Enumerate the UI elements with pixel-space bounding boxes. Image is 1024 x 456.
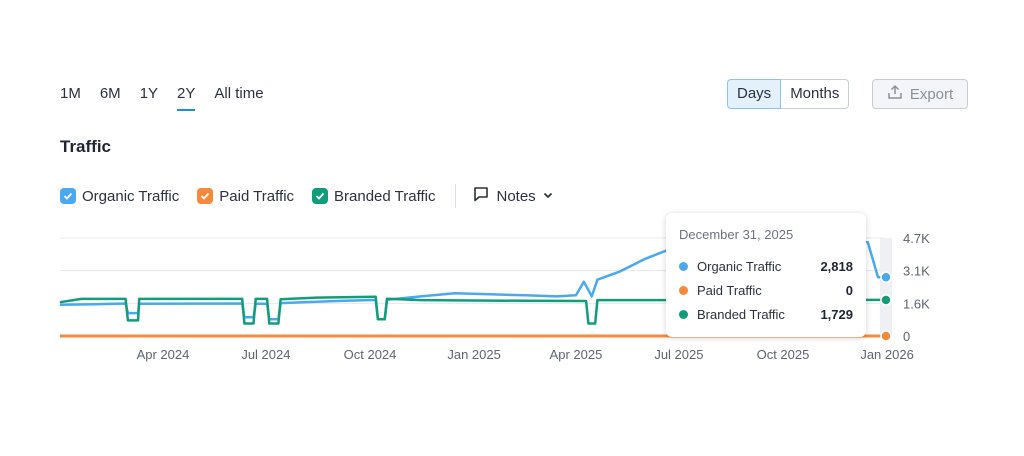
tooltip-row-branded: Branded Traffic 1,729	[679, 302, 853, 326]
granularity-toggle: Days Months	[727, 79, 850, 109]
legend-organic-traffic[interactable]: Organic Traffic	[60, 188, 179, 205]
tooltip-row-organic: Organic Traffic 2,818	[679, 254, 853, 278]
legend-branded-label: Branded Traffic	[334, 187, 436, 205]
tooltip-branded-value: 1,729	[820, 306, 853, 322]
y-tick-label: 3.1K	[903, 264, 930, 279]
x-tick-label: Oct 2024	[344, 347, 397, 362]
export-icon	[887, 84, 903, 104]
hover-point-organic-traffic	[880, 271, 892, 283]
export-label: Export	[909, 85, 954, 103]
x-tick-label: Jul 2025	[654, 347, 703, 362]
x-tick-label: Apr 2025	[550, 347, 603, 362]
hover-band	[879, 238, 892, 336]
branded-dot-icon	[679, 309, 688, 319]
paid-checkbox-icon	[197, 188, 214, 204]
tooltip-paid-value: 0	[845, 282, 853, 298]
legend-paid-label: Paid Traffic	[219, 187, 295, 205]
days-button[interactable]: Days	[727, 79, 782, 109]
notes-label: Notes	[496, 187, 536, 205]
months-button[interactable]: Months	[781, 79, 850, 109]
series-line-branded-traffic	[59, 295, 886, 325]
y-tick-label: 4.7K	[903, 231, 930, 246]
x-tick-label: Jan 2026	[860, 347, 914, 362]
legend-branded-traffic[interactable]: Branded Traffic	[312, 188, 435, 205]
range-tab-1y[interactable]: 1Y	[139, 85, 159, 102]
organic-dot-icon	[679, 261, 688, 271]
legend-paid-traffic[interactable]: Paid Traffic	[197, 188, 294, 205]
tooltip-branded-name: Branded Traffic	[697, 306, 785, 322]
chart-title: Traffic	[60, 137, 112, 156]
x-tick-label: Jul 2024	[241, 347, 290, 362]
x-tick-label: Apr 2024	[137, 347, 190, 362]
range-tabs: 1M 6M 1Y 2Y All time	[60, 84, 283, 111]
branded-checkbox-icon	[312, 188, 329, 204]
organic-checkbox-icon	[60, 188, 76, 204]
y-tick-label: 0	[903, 329, 910, 344]
hover-point-paid-traffic	[880, 330, 892, 342]
range-tab-all-time[interactable]: All time	[214, 85, 264, 102]
legend-divider	[455, 184, 457, 208]
paid-dot-icon	[679, 285, 688, 295]
comment-icon	[472, 185, 490, 207]
chart-tooltip: December 31, 2025 Organic Traffic 2,818 …	[666, 213, 866, 337]
x-tick-label: Jan 2025	[447, 347, 501, 362]
tooltip-row-paid: Paid Traffic 0	[679, 278, 853, 302]
legend: Organic Traffic Paid Traffic Branded Tra…	[60, 184, 554, 208]
range-tab-1m[interactable]: 1M	[60, 85, 81, 102]
hover-point-branded-traffic	[880, 294, 892, 306]
tooltip-date: December 31, 2025	[679, 227, 794, 242]
y-tick-label: 1.6K	[903, 296, 930, 311]
notes-dropdown[interactable]: Notes	[472, 185, 553, 207]
tooltip-organic-value: 2,818	[820, 258, 853, 274]
x-tick-label: Oct 2025	[757, 347, 810, 362]
range-tab-6m[interactable]: 6M	[99, 85, 121, 102]
export-button[interactable]: Export	[872, 79, 968, 109]
tooltip-organic-name: Organic Traffic	[697, 258, 782, 274]
legend-organic-label: Organic Traffic	[82, 187, 180, 205]
range-tab-2y[interactable]: 2Y	[177, 84, 196, 111]
chevron-down-icon	[542, 188, 554, 205]
tooltip-paid-name: Paid Traffic	[697, 282, 762, 298]
